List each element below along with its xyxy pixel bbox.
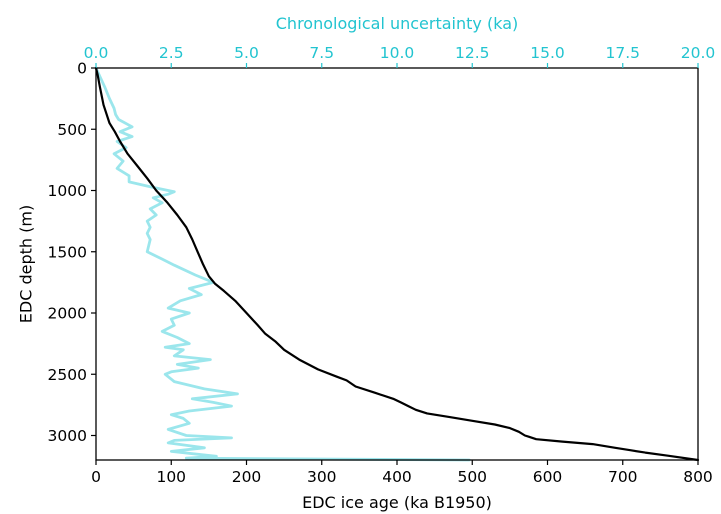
y-tick-label: 3000 — [48, 427, 87, 445]
plot-lines — [94, 66, 700, 462]
top-tick-label: 20.0 — [681, 44, 716, 62]
x-tick-label: 0 — [91, 468, 101, 486]
top-tick-label: 0.0 — [84, 44, 109, 62]
series-line-age — [94, 66, 700, 462]
x-tick-label: 700 — [608, 468, 638, 486]
x-tick-label: 400 — [382, 468, 412, 486]
y-tick-label: 0 — [77, 60, 87, 78]
y-tick-label: 500 — [57, 121, 87, 139]
top-tick-label: 12.5 — [455, 44, 490, 62]
axis-ticks: 0 100 200 300 400 500 600 700 800 0.0 2.5 5.0 7.5 10.… — [48, 44, 716, 486]
x-tick-label: 500 — [457, 468, 487, 486]
x-tick-label: 300 — [307, 468, 337, 486]
y-tick-label: 2000 — [48, 305, 87, 323]
y-tick-label: 1500 — [48, 243, 87, 261]
top-tick-label: 5.0 — [234, 44, 259, 62]
y-tick-label: 2500 — [48, 366, 87, 384]
top-tick-label: 2.5 — [159, 44, 184, 62]
top-tick-label: 7.5 — [309, 44, 334, 62]
y-axis-title: EDC depth (m) — [17, 205, 36, 323]
x-tick-label: 600 — [533, 468, 563, 486]
top-tick-label: 15.0 — [530, 44, 565, 62]
x-tick-label: 200 — [232, 468, 262, 486]
x-tick-label: 800 — [683, 468, 713, 486]
top-axis-title: Chronological uncertainty (ka) — [276, 14, 519, 33]
top-tick-label: 10.0 — [380, 44, 415, 62]
x-tick-label: 100 — [156, 468, 186, 486]
y-tick-label: 1000 — [48, 182, 87, 200]
series-line-uncertainty — [94, 66, 471, 462]
top-tick-label: 17.5 — [605, 44, 640, 62]
x-axis-title: EDC ice age (ka B1950) — [302, 493, 492, 512]
